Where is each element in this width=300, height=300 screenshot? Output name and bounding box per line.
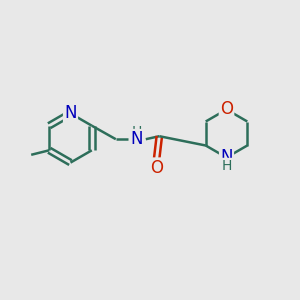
Text: N: N <box>64 104 77 122</box>
Text: H: H <box>132 125 142 139</box>
Text: O: O <box>220 100 233 118</box>
Text: H: H <box>221 159 232 173</box>
Text: N: N <box>130 130 143 148</box>
Text: N: N <box>220 148 233 166</box>
Text: O: O <box>150 159 163 177</box>
